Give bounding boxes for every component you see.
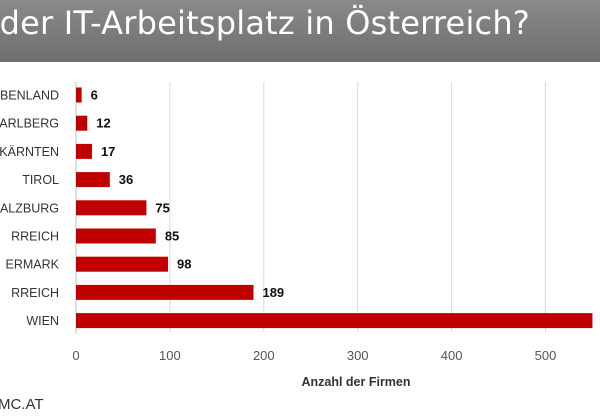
data-label: 6: [91, 88, 98, 103]
bar: [76, 172, 110, 188]
x-tick-label: 100: [159, 348, 181, 363]
category-label: ERMARK: [6, 258, 60, 272]
bar: [76, 87, 82, 103]
bar: [76, 200, 147, 216]
data-label: 98: [177, 257, 191, 272]
data-label: 85: [165, 229, 179, 244]
x-tick-label: 400: [441, 348, 463, 363]
category-label: WIEN: [26, 314, 59, 328]
bar: [76, 143, 92, 159]
bar: [76, 228, 156, 244]
category-label: ARLBERG: [0, 117, 59, 131]
category-label: KÄRNTEN: [0, 145, 59, 159]
data-label: 12: [96, 116, 110, 131]
chart-title: st der IT-Arbeitsplatz in Österreich?: [0, 4, 530, 42]
bar: [76, 115, 88, 131]
category-label: ALZBURG: [0, 201, 59, 215]
source-label: MC.AT: [0, 396, 44, 413]
data-label: 189: [262, 285, 284, 300]
bar: [76, 313, 593, 329]
x-axis-title: Anzahl der Firmen: [301, 375, 410, 389]
bar-chart: 0 100 200 300 400 500 BENLAND 6 ARLBERG 12 KÄRNTEN…: [0, 82, 593, 389]
category-label: TIROL: [22, 173, 59, 187]
x-tick-label: 200: [253, 348, 275, 363]
x-tick-label: 500: [535, 348, 557, 363]
x-tick-label: 0: [72, 348, 79, 363]
category-label: BENLAND: [0, 89, 59, 103]
data-label: 36: [119, 172, 133, 187]
bar: [76, 256, 169, 272]
x-tick-label: 300: [347, 348, 369, 363]
data-label: 75: [155, 200, 169, 215]
title-bar: st der IT-Arbeitsplatz in Österreich?: [0, 0, 600, 62]
category-label: RREICH: [11, 230, 59, 244]
category-label: RREICH: [11, 286, 59, 300]
bar: [76, 284, 254, 300]
data-label: 17: [101, 144, 115, 159]
